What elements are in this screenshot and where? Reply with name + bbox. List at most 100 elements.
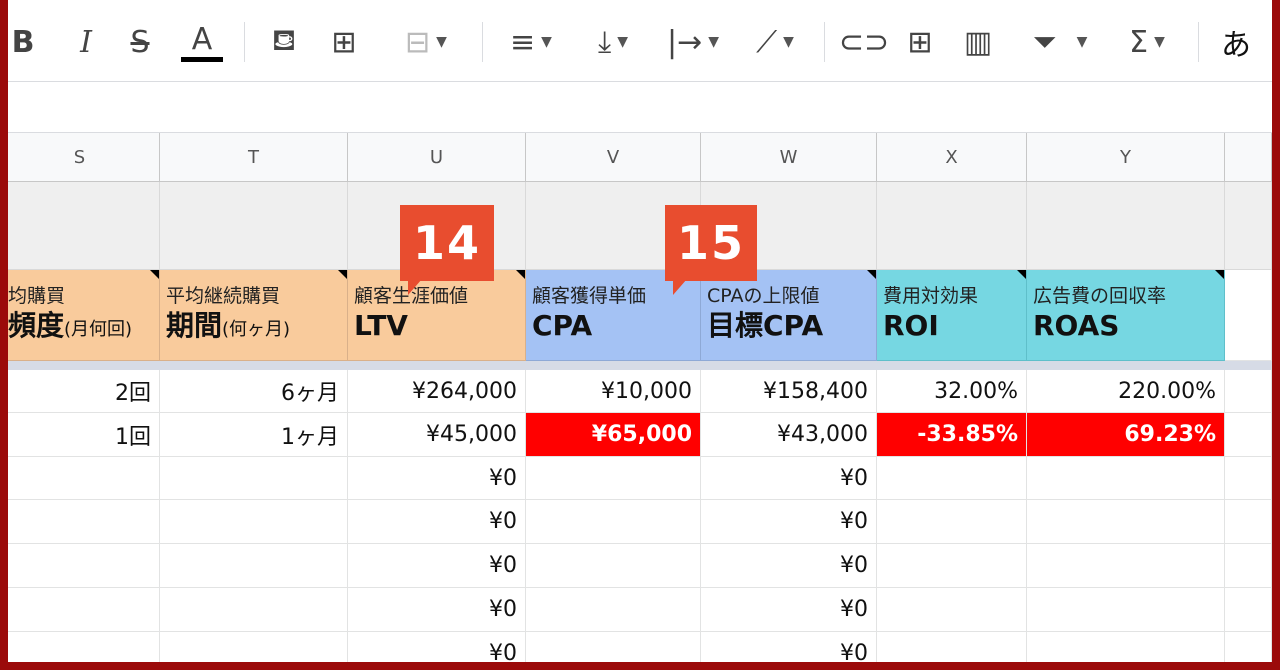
table-cell[interactable] [8, 588, 160, 632]
table-cell[interactable]: ¥10,000 [526, 370, 701, 413]
table-cell[interactable]: 1回 [8, 413, 160, 457]
column-header-Y[interactable]: Y [1027, 133, 1225, 182]
table-cell[interactable] [1027, 588, 1225, 632]
table-cell[interactable]: ¥0 [701, 544, 877, 588]
table-cell[interactable] [160, 632, 348, 662]
horizontal-align-button[interactable]: ≡ ▼ [500, 20, 562, 64]
table-cell[interactable] [1225, 370, 1272, 413]
table-cell[interactable]: ¥0 [348, 500, 526, 544]
column-header-V[interactable]: V [526, 133, 701, 182]
header-cell[interactable]: 費用対効果 ROI [877, 270, 1027, 361]
table-cell[interactable]: 2回 [8, 370, 160, 413]
italic-button[interactable]: I [66, 20, 106, 64]
input-mode-button[interactable]: あ [1214, 20, 1258, 64]
table-cell[interactable]: ¥0 [701, 457, 877, 500]
column-header[interactable] [1225, 133, 1272, 182]
frozen-row-divider[interactable] [8, 361, 1272, 370]
table-cell[interactable] [160, 544, 348, 588]
column-header-X[interactable]: X [877, 133, 1027, 182]
column-header-S[interactable]: S [8, 133, 160, 182]
table-cell[interactable] [526, 588, 701, 632]
table-cell[interactable]: 32.00% [877, 370, 1027, 413]
table-cell[interactable] [877, 544, 1027, 588]
table-cell[interactable]: ¥0 [348, 457, 526, 500]
table-cell[interactable]: ¥0 [348, 588, 526, 632]
table-cell[interactable] [160, 588, 348, 632]
header-cell[interactable]: 顧客生涯価値 LTV [348, 270, 526, 361]
table-cell[interactable]: ¥0 [701, 588, 877, 632]
header-cell[interactable]: 広告費の回収率 ROAS [1027, 270, 1225, 361]
borders-button[interactable]: ⊞ [324, 20, 364, 64]
table-cell[interactable] [160, 500, 348, 544]
table-cell[interactable] [8, 544, 160, 588]
table-cell[interactable]: 6ヶ月 [160, 370, 348, 413]
chart-button[interactable]: ▥ [958, 20, 998, 64]
table-cell[interactable] [1027, 457, 1225, 500]
table-cell[interactable] [526, 457, 701, 500]
header-cell[interactable]: 均購買 頻度(月何回) [8, 270, 160, 361]
fill-color-button[interactable]: ⛾ [264, 20, 304, 64]
header-cell[interactable] [1225, 270, 1272, 361]
formula-bar[interactable] [8, 82, 1272, 133]
table-cell[interactable] [1225, 544, 1272, 588]
bold-button[interactable]: B [8, 20, 38, 64]
merge-cells-button[interactable]: ⊟ ▼ [386, 20, 466, 64]
table-cell[interactable]: ¥158,400 [701, 370, 877, 413]
table-cell[interactable] [526, 632, 701, 662]
table-cell[interactable] [1225, 413, 1272, 457]
table-cell[interactable]: 69.23% [1027, 413, 1225, 457]
text-color-button[interactable]: A [180, 20, 224, 64]
text-rotation-button[interactable]: ⟋ ▼ [742, 20, 808, 64]
comment-icon: ⊞ [907, 24, 933, 60]
header-main: CPA [532, 309, 593, 342]
table-cell[interactable]: 1ヶ月 [160, 413, 348, 457]
table-cell[interactable] [877, 588, 1027, 632]
table-cell[interactable] [1027, 632, 1225, 662]
blank-cell[interactable] [160, 182, 348, 270]
vertical-align-button[interactable]: ⤓ ▼ [582, 20, 644, 64]
strikethrough-button[interactable]: S [120, 20, 160, 64]
table-cell[interactable] [8, 457, 160, 500]
table-cell[interactable]: 220.00% [1027, 370, 1225, 413]
blank-cell[interactable] [8, 182, 160, 270]
table-cell[interactable]: ¥0 [701, 632, 877, 662]
table-cell[interactable] [8, 500, 160, 544]
table-cell[interactable] [1225, 588, 1272, 632]
header-label: 費用対効果 [883, 285, 979, 307]
table-cell[interactable] [8, 632, 160, 662]
functions-button[interactable]: Σ ▼ [1112, 20, 1182, 64]
column-header-U[interactable]: U [348, 133, 526, 182]
table-cell[interactable] [526, 500, 701, 544]
table-cell[interactable]: ¥43,000 [701, 413, 877, 457]
table-cell[interactable]: ¥0 [348, 632, 526, 662]
blank-cell[interactable] [1225, 182, 1272, 270]
table-cell[interactable] [877, 500, 1027, 544]
table-cell[interactable] [1225, 632, 1272, 662]
column-header-W[interactable]: W [701, 133, 877, 182]
table-cell[interactable] [1225, 457, 1272, 500]
filter-button[interactable]: ⏷ ▼ [1020, 20, 1100, 64]
header-label: 広告費の回収率 [1033, 285, 1167, 307]
header-cell[interactable]: 平均継続購買 期間(何ヶ月) [160, 270, 348, 361]
blank-cell[interactable] [877, 182, 1027, 270]
table-cell[interactable] [877, 457, 1027, 500]
table-cell[interactable]: ¥0 [701, 500, 877, 544]
table-cell[interactable]: ¥45,000 [348, 413, 526, 457]
table-cell[interactable]: -33.85% [877, 413, 1027, 457]
column-header-T[interactable]: T [160, 133, 348, 182]
table-cell[interactable]: ¥65,000 [526, 413, 701, 457]
blank-cell[interactable] [1027, 182, 1225, 270]
table-cell[interactable] [1027, 500, 1225, 544]
table-cell[interactable] [526, 544, 701, 588]
table-cell[interactable] [160, 457, 348, 500]
table-cell[interactable] [1225, 500, 1272, 544]
table-cell[interactable]: ¥264,000 [348, 370, 526, 413]
header-cell[interactable]: 顧客獲得単価 CPA [526, 270, 701, 361]
table-cell[interactable]: ¥0 [348, 544, 526, 588]
comment-button[interactable]: ⊞ [900, 20, 940, 64]
text-wrap-button[interactable]: |→ ▼ [660, 20, 726, 64]
table-cell[interactable] [877, 632, 1027, 662]
header-cell[interactable]: CPAの上限値 目標CPA [701, 270, 877, 361]
table-cell[interactable] [1027, 544, 1225, 588]
link-button[interactable]: ⊂⊃ [839, 20, 889, 64]
